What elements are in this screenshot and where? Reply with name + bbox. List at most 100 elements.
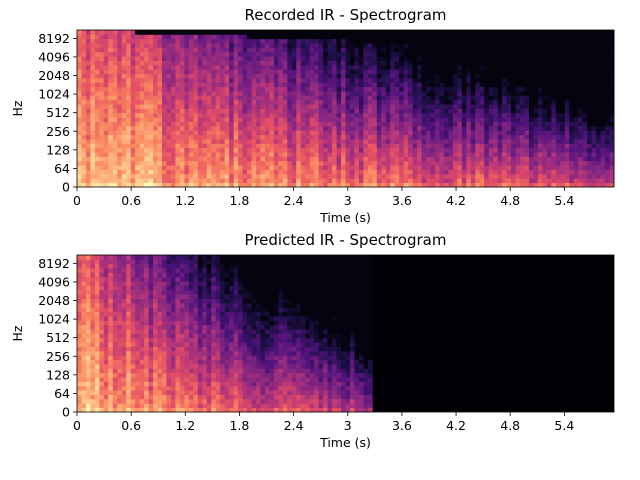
heatmap-cell bbox=[493, 30, 499, 35]
heatmap-cell bbox=[85, 95, 91, 101]
heatmap-cell bbox=[457, 91, 463, 96]
heatmap-cell bbox=[318, 34, 324, 40]
heatmap-cell bbox=[135, 143, 141, 149]
heatmap-cell bbox=[354, 95, 360, 101]
heatmap-cell bbox=[609, 95, 615, 101]
heatmap-cell bbox=[291, 86, 297, 92]
heatmap-cell bbox=[533, 112, 539, 118]
heatmap-cell bbox=[224, 130, 230, 136]
heatmap-cell bbox=[390, 69, 396, 75]
heatmap-cell bbox=[193, 34, 199, 40]
heatmap-cell bbox=[506, 99, 512, 105]
heatmap-cell bbox=[144, 139, 150, 144]
heatmap-cell bbox=[108, 364, 114, 369]
heatmap-cell bbox=[202, 160, 208, 166]
heatmap-cell bbox=[600, 156, 606, 162]
heatmap-cell bbox=[349, 64, 355, 70]
heatmap-cell bbox=[430, 130, 436, 136]
heatmap-cell bbox=[493, 165, 499, 170]
heatmap-cell bbox=[81, 337, 87, 343]
heatmap-cell bbox=[126, 259, 132, 265]
heatmap-cell bbox=[135, 69, 141, 75]
heatmap-cell bbox=[247, 147, 252, 153]
heatmap-cell bbox=[148, 298, 154, 304]
heatmap-cell bbox=[90, 350, 96, 356]
heatmap-cell bbox=[528, 73, 534, 79]
heatmap-cell bbox=[502, 69, 507, 75]
heatmap-cell bbox=[179, 47, 185, 53]
heatmap-cell bbox=[461, 38, 467, 44]
heatmap-cell bbox=[390, 73, 396, 79]
heatmap-cell bbox=[520, 125, 525, 131]
heatmap-cell bbox=[135, 272, 141, 278]
heatmap-cell bbox=[162, 47, 167, 53]
heatmap-cell bbox=[578, 73, 584, 79]
heatmap-cell bbox=[90, 73, 96, 79]
heatmap-cell bbox=[238, 82, 243, 88]
heatmap-cell bbox=[81, 173, 87, 179]
heatmap-cell bbox=[385, 82, 391, 88]
heatmap-cell bbox=[260, 169, 266, 175]
heatmap-cell bbox=[211, 147, 217, 153]
heatmap-cell bbox=[546, 69, 552, 75]
heatmap-cell bbox=[206, 152, 212, 157]
heatmap-cell bbox=[130, 307, 136, 313]
heatmap-cell bbox=[157, 77, 163, 83]
heatmap-cell bbox=[376, 95, 382, 101]
heatmap-cell bbox=[506, 169, 512, 175]
heatmap-cell bbox=[103, 337, 109, 343]
heatmap-cell bbox=[85, 268, 91, 273]
heatmap-cell bbox=[555, 173, 561, 179]
heatmap-cell bbox=[372, 47, 378, 53]
heatmap-cell bbox=[296, 43, 302, 48]
heatmap-cell bbox=[81, 34, 87, 40]
heatmap-cell bbox=[108, 359, 114, 365]
heatmap-cell bbox=[144, 320, 150, 326]
heatmap-cell bbox=[381, 182, 387, 188]
heatmap-cell bbox=[211, 156, 217, 162]
heatmap-cell bbox=[170, 64, 176, 70]
heatmap-cell bbox=[94, 298, 100, 304]
heatmap-cell bbox=[524, 147, 530, 153]
heatmap-cell bbox=[179, 34, 185, 40]
heatmap-cell bbox=[144, 381, 150, 387]
heatmap-cell bbox=[497, 56, 503, 61]
heatmap-cell bbox=[188, 156, 194, 162]
heatmap-cell bbox=[515, 82, 521, 88]
heatmap-cell bbox=[77, 51, 82, 57]
heatmap-cell bbox=[408, 77, 414, 83]
heatmap-cell bbox=[564, 91, 570, 96]
heatmap-cell bbox=[537, 182, 543, 188]
heatmap-cell bbox=[206, 139, 212, 144]
heatmap-cell bbox=[90, 259, 96, 265]
heatmap-cell bbox=[591, 38, 597, 44]
heatmap-cell bbox=[408, 73, 414, 79]
heatmap-cell bbox=[94, 350, 100, 356]
heatmap-cell bbox=[479, 38, 485, 44]
heatmap-cell bbox=[587, 178, 593, 184]
heatmap-cell bbox=[278, 47, 284, 53]
heatmap-cell bbox=[600, 38, 606, 44]
heatmap-cell bbox=[282, 160, 288, 166]
heatmap-cell bbox=[291, 43, 297, 48]
heatmap-cell bbox=[117, 316, 123, 321]
heatmap-cell bbox=[318, 112, 324, 118]
heatmap-cell bbox=[278, 143, 284, 149]
heatmap-cell bbox=[179, 108, 185, 114]
heatmap-cell bbox=[77, 143, 82, 149]
heatmap-cell bbox=[484, 82, 490, 88]
heatmap-cell bbox=[206, 60, 212, 66]
heatmap-cell bbox=[520, 143, 525, 149]
heatmap-cell bbox=[166, 91, 172, 96]
heatmap-cell bbox=[569, 152, 575, 157]
heatmap-cell bbox=[323, 69, 329, 75]
heatmap-cell bbox=[461, 121, 467, 127]
heatmap-cell bbox=[148, 302, 154, 308]
heatmap-cell bbox=[600, 165, 606, 170]
heatmap-cell bbox=[162, 117, 167, 122]
heatmap-cell bbox=[596, 178, 601, 184]
heatmap-cell bbox=[264, 182, 270, 188]
heatmap-cell bbox=[578, 156, 584, 162]
heatmap-cell bbox=[121, 381, 127, 387]
heatmap-cell bbox=[130, 324, 136, 330]
